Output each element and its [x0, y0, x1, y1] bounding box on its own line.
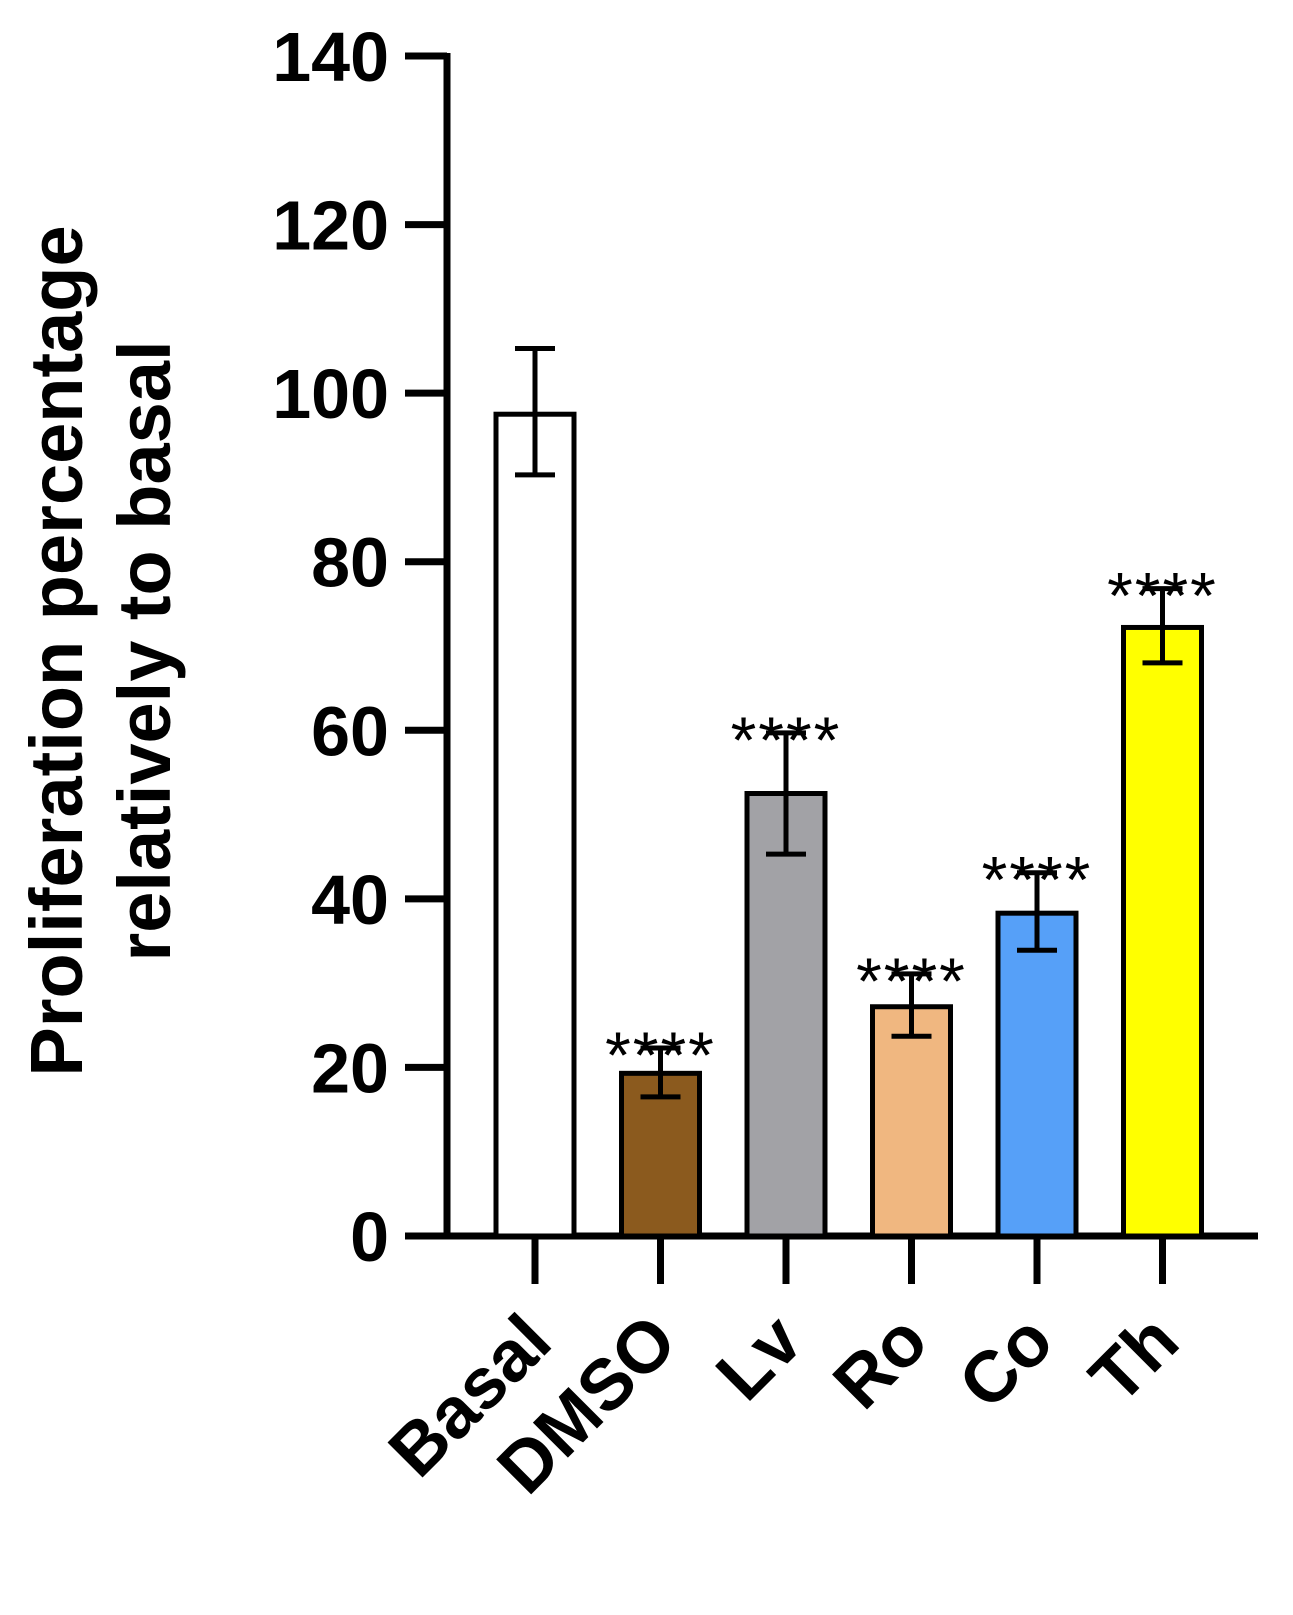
significance-labels: ******************** [605, 559, 1218, 1092]
error-bar-lv [766, 730, 806, 857]
y-tick-label-80: 80 [311, 524, 389, 602]
bar-th [1121, 624, 1204, 1239]
y-tick-label-0: 0 [350, 1198, 389, 1276]
y-tick-label-60: 60 [311, 692, 389, 770]
bar-basal [493, 411, 577, 1239]
error-bar-basal [515, 345, 555, 478]
y-axis-label: Proliferation percentage relatively to ba… [15, 225, 186, 1076]
error-bar-co [1017, 870, 1057, 953]
bars [493, 411, 1204, 1239]
bar-ro [870, 1004, 953, 1239]
significance-label-lv: **** [731, 703, 842, 777]
x-tick-label-th: Th [1075, 1300, 1194, 1419]
significance-label-co: **** [982, 843, 1093, 917]
error-bar-dmso [640, 1045, 681, 1100]
y-tick-label-120: 120 [272, 187, 389, 265]
bar-co [995, 910, 1079, 1239]
y-axis-label-line-2: relatively to basal [103, 340, 186, 961]
significance-label-dmso: **** [605, 1018, 716, 1092]
x-tick-label-ro: Ro [818, 1300, 942, 1424]
significance-label-th: **** [1107, 559, 1218, 633]
y-tick-label-40: 40 [311, 861, 389, 939]
x-tick-label-co: Co [944, 1300, 1068, 1424]
bar-lv [744, 791, 828, 1239]
y-axis-label-line-1: Proliferation percentage [15, 225, 98, 1076]
y-tick-label-100: 100 [272, 355, 389, 433]
y-tick-label-20: 20 [311, 1029, 389, 1107]
bar-dmso [619, 1070, 702, 1239]
error-bar-ro [891, 971, 932, 1039]
error-bars [515, 345, 1183, 1100]
error-bar-th [1142, 586, 1183, 666]
x-tick-label-lv: Lv [701, 1300, 817, 1416]
axes: 0 20 40 60 80 100 120 140 [272, 18, 1258, 1284]
y-tick-label-140: 140 [272, 18, 389, 96]
significance-label-ro: **** [856, 944, 967, 1018]
